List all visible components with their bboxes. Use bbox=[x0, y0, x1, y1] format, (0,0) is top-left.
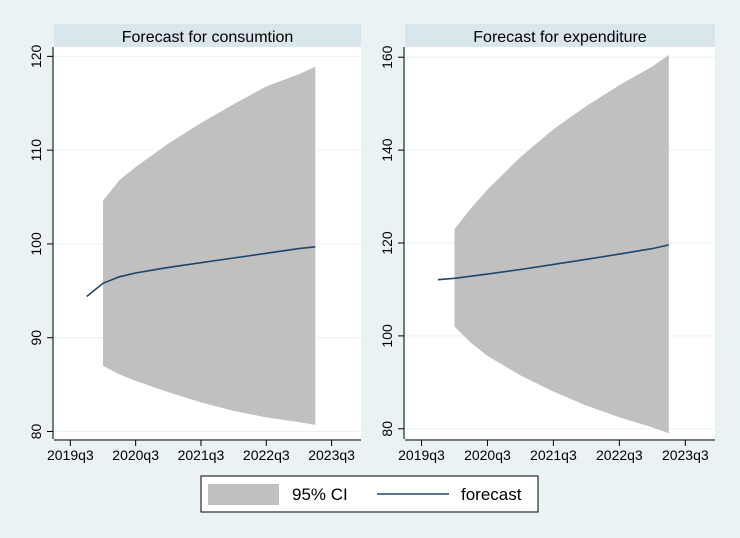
x-tick-label: 2021q3 bbox=[178, 447, 225, 463]
x-tick-label: 2021q3 bbox=[530, 447, 577, 463]
chart-title: Forecast for consumtion bbox=[122, 29, 294, 46]
y-tick-label: 140 bbox=[379, 138, 395, 162]
legend: 95% CI forecast bbox=[200, 475, 539, 513]
legend-ci-label: 95% CI bbox=[292, 485, 348, 504]
ci-band bbox=[454, 54, 669, 434]
y-tick-label: 120 bbox=[28, 44, 44, 68]
forecast-line bbox=[437, 244, 669, 281]
x-tick-label: 2020q3 bbox=[112, 447, 159, 463]
forecast-line bbox=[86, 246, 316, 298]
y-tick-label: 100 bbox=[28, 232, 44, 256]
title-bar bbox=[405, 24, 715, 47]
panel-consumption: Forecast for consumtion 80 90 100 110 120 2019… bbox=[28, 24, 361, 463]
panel-expenditure: Forecast for expenditure 80 100 120 140 160 20… bbox=[379, 24, 715, 463]
y-tick-label: 160 bbox=[379, 45, 395, 69]
y-tick-label: 80 bbox=[28, 424, 44, 440]
x-tick-label: 2023q3 bbox=[308, 447, 355, 463]
x-tick-label: 2019q3 bbox=[398, 447, 445, 463]
y-tick-label: 120 bbox=[379, 231, 395, 255]
x-tick-label: 2022q3 bbox=[596, 447, 643, 463]
chart-title: Forecast for expenditure bbox=[473, 29, 647, 46]
title-bar bbox=[54, 24, 361, 47]
legend-forecast-label: forecast bbox=[461, 485, 522, 504]
ci-band bbox=[103, 66, 316, 425]
x-tick-label: 2019q3 bbox=[47, 447, 94, 463]
legend-ci-swatch bbox=[208, 484, 279, 505]
y-tick-label: 80 bbox=[379, 421, 395, 437]
y-tick-label: 90 bbox=[28, 330, 44, 346]
y-tick-label: 110 bbox=[28, 139, 44, 162]
y-tick-label: 100 bbox=[379, 324, 395, 348]
x-tick-label: 2020q3 bbox=[464, 447, 511, 463]
x-tick-label: 2023q3 bbox=[662, 447, 709, 463]
x-tick-label: 2022q3 bbox=[243, 447, 290, 463]
